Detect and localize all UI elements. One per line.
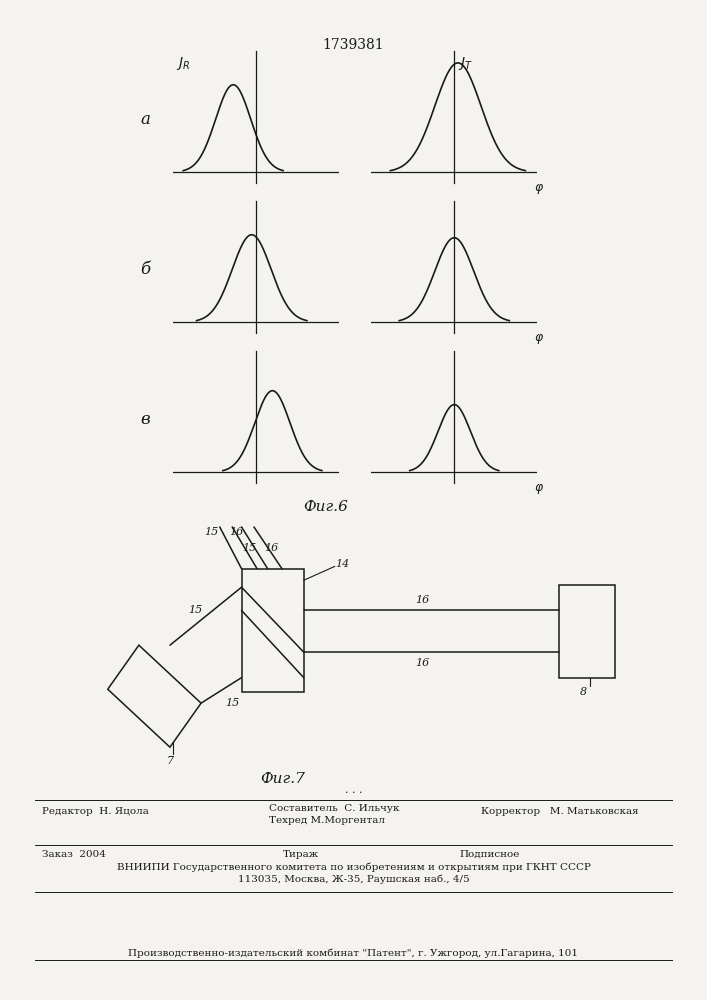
Text: 14: 14 bbox=[335, 559, 349, 569]
Text: Фиг.7: Фиг.7 bbox=[260, 772, 305, 786]
Text: 8: 8 bbox=[580, 687, 588, 697]
Text: Техред М.Моргентал: Техред М.Моргентал bbox=[269, 816, 385, 825]
Text: $\varphi$: $\varphi$ bbox=[534, 482, 544, 496]
Text: Фиг.6: Фиг.6 bbox=[303, 500, 348, 514]
Text: Заказ  2004: Заказ 2004 bbox=[42, 850, 106, 859]
Text: 16: 16 bbox=[229, 527, 244, 537]
Text: Составитель  С. Ильчук: Составитель С. Ильчук bbox=[269, 804, 399, 813]
Text: 15: 15 bbox=[188, 605, 202, 615]
Text: Производственно-издательский комбинат "Патент", г. Ужгород, ул.Гагарина, 101: Производственно-издательский комбинат "П… bbox=[129, 948, 578, 958]
Text: ВНИИПИ Государственного комитета по изобретениям и открытиям при ГКНТ СССР: ВНИИПИ Государственного комитета по изоб… bbox=[117, 862, 590, 871]
Text: 16: 16 bbox=[415, 595, 429, 605]
Text: Редактор  Н. Яцола: Редактор Н. Яцола bbox=[42, 807, 149, 816]
Text: Тираж: Тираж bbox=[283, 850, 319, 859]
Text: $J_R$: $J_R$ bbox=[175, 55, 189, 72]
Text: . . .: . . . bbox=[345, 785, 362, 795]
Text: $\varphi$: $\varphi$ bbox=[534, 332, 544, 346]
Text: 7: 7 bbox=[166, 756, 173, 766]
Text: $\varphi$: $\varphi$ bbox=[534, 182, 544, 196]
Text: а: а bbox=[140, 111, 150, 128]
Text: 16: 16 bbox=[264, 543, 279, 553]
Text: Подписное: Подписное bbox=[460, 850, 520, 859]
Text: 15: 15 bbox=[204, 527, 218, 537]
Text: 16: 16 bbox=[415, 658, 429, 668]
Text: 15: 15 bbox=[242, 543, 256, 553]
Text: в: в bbox=[140, 410, 150, 428]
Text: 113035, Москва, Ж-35, Раушская наб., 4/5: 113035, Москва, Ж-35, Раушская наб., 4/5 bbox=[238, 874, 469, 884]
Text: $J_T$: $J_T$ bbox=[458, 55, 473, 72]
Text: Корректор   М. Матьковская: Корректор М. Матьковская bbox=[481, 807, 638, 816]
Text: 15: 15 bbox=[225, 698, 239, 708]
Text: 1739381: 1739381 bbox=[322, 38, 385, 52]
Text: б: б bbox=[140, 260, 150, 277]
